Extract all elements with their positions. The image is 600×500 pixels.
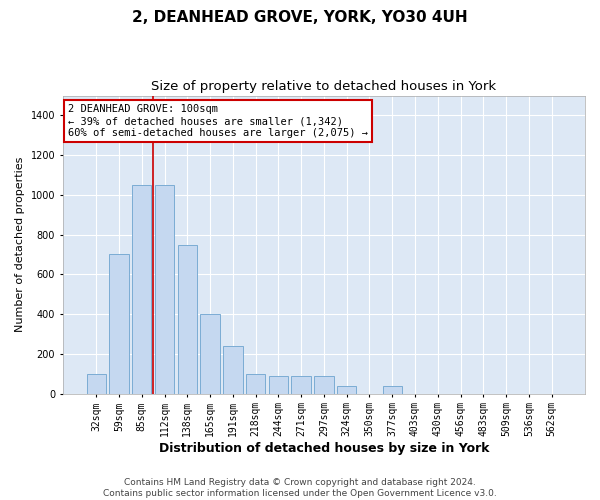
Text: 2 DEANHEAD GROVE: 100sqm
← 39% of detached houses are smaller (1,342)
60% of sem: 2 DEANHEAD GROVE: 100sqm ← 39% of detach… xyxy=(68,104,368,138)
Bar xyxy=(269,376,288,394)
X-axis label: Distribution of detached houses by size in York: Distribution of detached houses by size … xyxy=(158,442,489,455)
Bar xyxy=(246,374,265,394)
Bar xyxy=(223,346,242,394)
Y-axis label: Number of detached properties: Number of detached properties xyxy=(15,157,25,332)
Bar xyxy=(132,185,151,394)
Bar xyxy=(337,386,356,394)
Bar xyxy=(292,376,311,394)
Bar xyxy=(86,374,106,394)
Bar xyxy=(178,244,197,394)
Bar xyxy=(155,185,174,394)
Text: Contains HM Land Registry data © Crown copyright and database right 2024.
Contai: Contains HM Land Registry data © Crown c… xyxy=(103,478,497,498)
Bar xyxy=(383,386,402,394)
Bar xyxy=(314,376,334,394)
Title: Size of property relative to detached houses in York: Size of property relative to detached ho… xyxy=(151,80,496,93)
Bar xyxy=(200,314,220,394)
Text: 2, DEANHEAD GROVE, YORK, YO30 4UH: 2, DEANHEAD GROVE, YORK, YO30 4UH xyxy=(132,10,468,25)
Bar xyxy=(109,254,128,394)
